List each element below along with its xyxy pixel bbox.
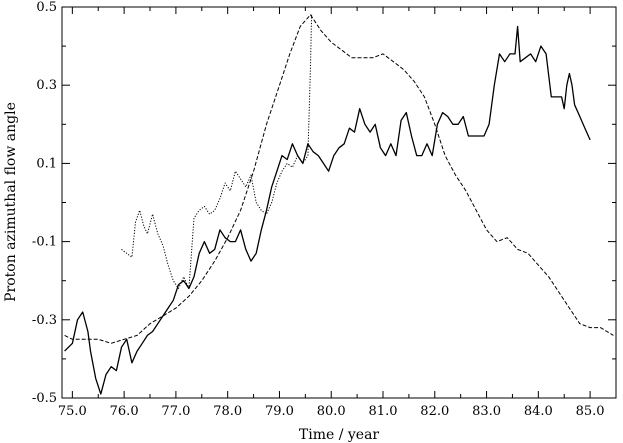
x-tick-label: 79.0 xyxy=(265,404,294,419)
x-tick-label: 77.0 xyxy=(161,404,190,419)
ticks-layer: 75.0 76.0 77.0 78.0 79.0 80.0 81.0 82.0 83.0 84.0… xyxy=(32,0,617,419)
x-tick-label: 83.0 xyxy=(472,404,501,419)
x-tick-label: 80.0 xyxy=(317,404,346,419)
x-tick-label: 81.0 xyxy=(369,404,398,419)
plot-frame xyxy=(61,6,617,399)
y-tick-label: 0.3 xyxy=(36,78,57,93)
y-tick-label: -0.5 xyxy=(32,391,57,406)
x-tick-label: 82.0 xyxy=(420,404,449,419)
y-tick-label: -0.1 xyxy=(32,235,57,250)
series-layer xyxy=(64,14,614,395)
y-axis-label: Proton azimuthal flow angle xyxy=(3,102,19,302)
x-tick-label: 85.0 xyxy=(576,404,605,419)
y-tick-label: 0.5 xyxy=(36,0,57,15)
y-tick-label: -0.3 xyxy=(32,313,57,328)
series-line-dotted xyxy=(121,14,313,289)
x-tick-label: 75.0 xyxy=(58,404,87,419)
x-axis-label: Time / year xyxy=(299,427,380,443)
series-line-dashed xyxy=(64,14,614,344)
series-line-solid xyxy=(64,25,591,395)
x-tick-label: 76.0 xyxy=(110,404,139,419)
y-tick-label: 0.1 xyxy=(36,156,57,171)
x-tick-label: 78.0 xyxy=(213,404,242,419)
x-tick-label: 84.0 xyxy=(524,404,553,419)
